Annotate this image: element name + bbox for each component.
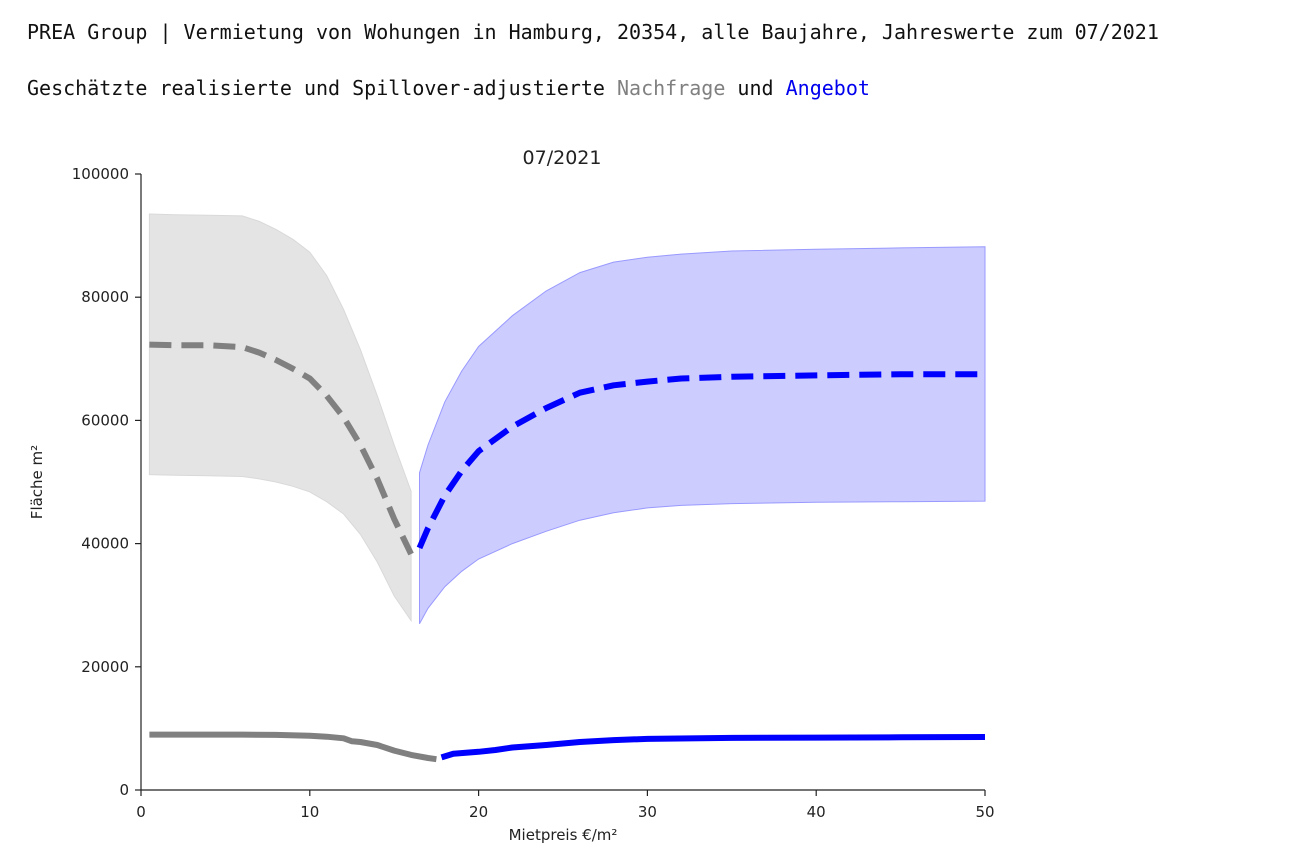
x-ticks: 0 10 20 30 40 50 xyxy=(136,790,995,821)
confidence-bands xyxy=(148,213,986,624)
x-tick-label: 40 xyxy=(807,803,826,821)
subtitle-prefix: Geschätzte realisierte und Spillover-adj… xyxy=(27,76,618,100)
subtitle-und: und xyxy=(725,76,786,100)
subtitle-angebot: Angebot xyxy=(785,76,870,100)
angebot-adjusted-band xyxy=(419,246,986,624)
axes xyxy=(140,174,985,791)
angebot-realized-line xyxy=(440,734,986,761)
y-tick-label: 100000 xyxy=(72,165,129,183)
series-lines xyxy=(149,341,986,763)
nachfrage-realized-line xyxy=(149,731,437,763)
y-tick-label: 0 xyxy=(119,781,129,799)
y-tick-label: 60000 xyxy=(81,411,129,429)
chart-title: 07/2021 xyxy=(523,147,602,169)
x-tick-label: 10 xyxy=(300,803,319,821)
chart: 07/2021 0 10 20 30 40 50 0 20000 40000 60000 8000… xyxy=(28,147,995,844)
nachfrage-adjusted-line xyxy=(149,341,414,556)
page-title: PREA Group | Vermietung von Wohungen in … xyxy=(27,20,1159,44)
y-ticks: 0 20000 40000 60000 80000 100000 xyxy=(72,165,141,799)
y-tick-label: 20000 xyxy=(81,658,129,676)
page-subtitle: Geschätzte realisierte und Spillover-adj… xyxy=(27,78,870,98)
x-axis-label: Mietpreis €/m² xyxy=(509,826,618,844)
nachfrage-adjusted-band xyxy=(148,213,412,623)
x-tick-label: 50 xyxy=(975,803,994,821)
y-tick-label: 80000 xyxy=(81,288,129,306)
angebot-adjusted-line xyxy=(416,371,985,550)
y-tick-label: 40000 xyxy=(81,535,129,553)
y-axis-label: Fläche m² xyxy=(28,445,46,519)
x-tick-label: 20 xyxy=(469,803,488,821)
subtitle-nachfrage: Nachfrage xyxy=(617,76,726,100)
x-tick-label: 0 xyxy=(136,803,146,821)
x-tick-label: 30 xyxy=(638,803,657,821)
